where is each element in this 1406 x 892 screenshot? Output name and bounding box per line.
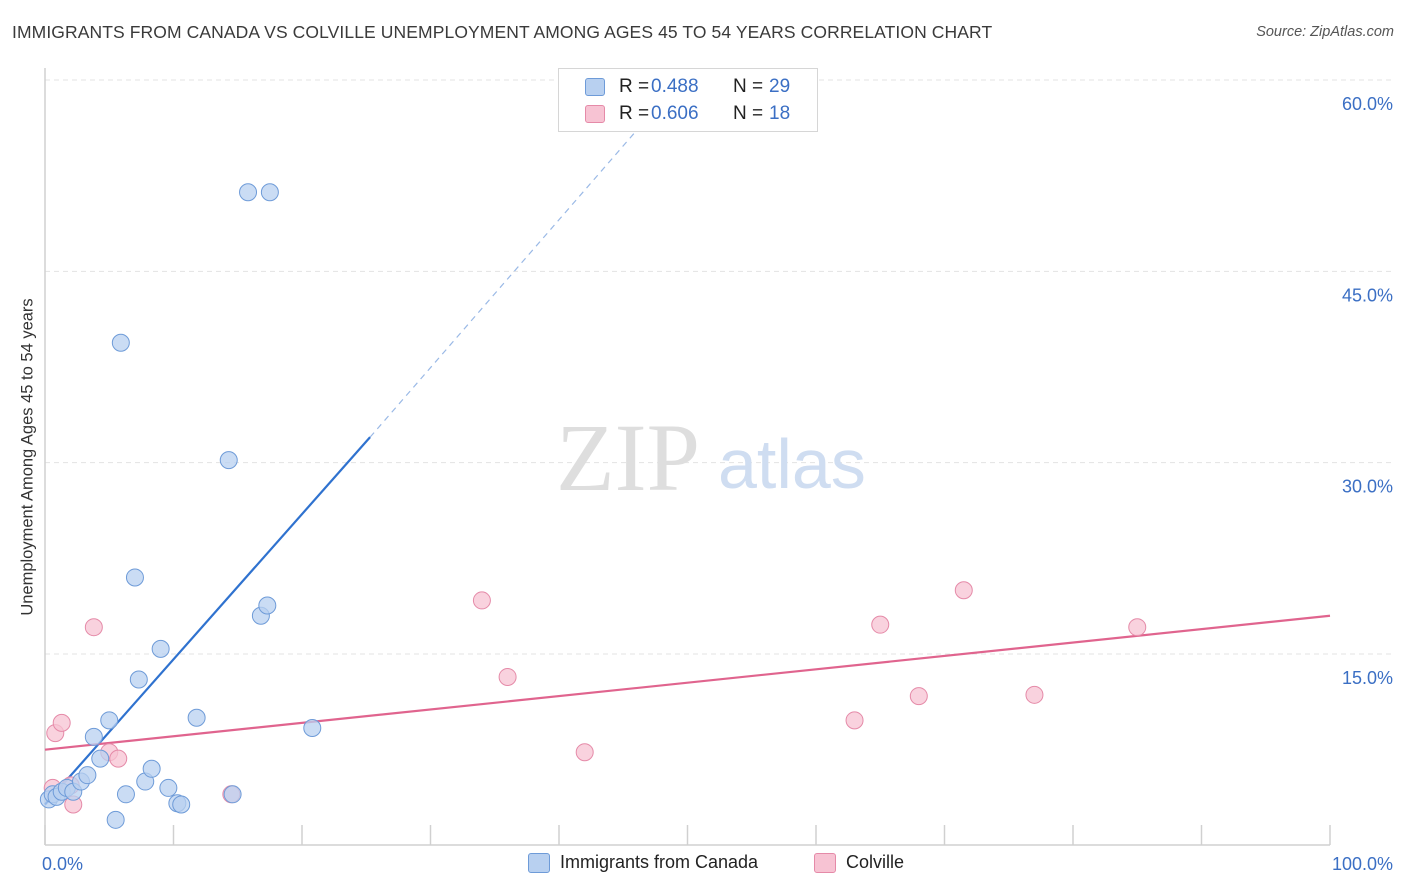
legend-row-canada: R = 0.488 N = 29 bbox=[585, 74, 790, 100]
point-colville bbox=[52, 713, 71, 732]
legend-r-label: R = bbox=[619, 76, 650, 97]
legend-label-colville: Colville bbox=[846, 852, 905, 872]
point-immigrants-from-canada bbox=[151, 639, 170, 658]
x-tick-label: 100.0% bbox=[1332, 854, 1393, 874]
point-immigrants-from-canada bbox=[219, 451, 238, 470]
legend-n-value: 29 bbox=[769, 76, 791, 97]
point-immigrants-from-canada bbox=[172, 795, 191, 814]
trend-line-extension bbox=[369, 130, 637, 438]
legend-item-colville: Colville bbox=[814, 852, 904, 873]
point-colville bbox=[498, 667, 517, 686]
point-colville bbox=[84, 618, 103, 637]
point-immigrants-from-canada bbox=[91, 749, 110, 768]
watermark-zip: ZIP bbox=[556, 404, 700, 511]
watermark-atlas: atlas bbox=[718, 425, 866, 503]
y-tick-label: 15.0% bbox=[1342, 668, 1393, 688]
point-immigrants-from-canada bbox=[258, 596, 277, 615]
point-colville bbox=[954, 581, 973, 600]
point-colville bbox=[109, 749, 128, 768]
point-immigrants-from-canada bbox=[116, 785, 135, 804]
y-tick-label: 60.0% bbox=[1342, 94, 1393, 114]
point-colville bbox=[871, 615, 890, 634]
legend-swatch-blue bbox=[528, 852, 550, 873]
gridlines bbox=[45, 79, 1393, 655]
correlation-legend: R = 0.488 N = 29 R = 0.606 N = 18 bbox=[558, 68, 818, 132]
legend-n-label: N = bbox=[733, 76, 764, 97]
point-immigrants-from-canada bbox=[111, 333, 130, 352]
point-colville bbox=[909, 687, 928, 706]
legend-r-value: 0.488 bbox=[651, 76, 699, 97]
legend-label-immigrants-from-canada: Immigrants from Canada bbox=[560, 852, 759, 872]
tick-labels: 15.0% 30.0% 45.0% 60.0% 0.0% 100.0% bbox=[42, 94, 1393, 874]
y-axis-label: Unemployment Among Ages 45 to 54 years bbox=[18, 298, 37, 616]
legend-swatch-blue bbox=[585, 78, 605, 96]
point-immigrants-from-canada bbox=[106, 810, 125, 829]
legend-swatch-pink bbox=[585, 105, 605, 123]
point-immigrants-from-canada bbox=[260, 183, 279, 202]
point-colville bbox=[575, 743, 594, 762]
chart-title: IMMIGRANTS FROM CANADA VS COLVILLE UNEMP… bbox=[12, 22, 993, 42]
legend-r-label: R = bbox=[619, 103, 650, 124]
point-colville bbox=[1025, 685, 1044, 704]
axes bbox=[44, 68, 1331, 846]
point-immigrants-from-canada bbox=[239, 183, 258, 202]
point-immigrants-from-canada bbox=[100, 711, 119, 730]
point-immigrants-from-canada bbox=[78, 766, 97, 785]
point-immigrants-from-canada bbox=[187, 708, 206, 727]
point-immigrants-from-canada bbox=[159, 778, 178, 797]
legend-item-immigrants-from-canada: Immigrants from Canada bbox=[528, 852, 758, 873]
data-points bbox=[39, 183, 1147, 829]
x-tick-label: 0.0% bbox=[42, 854, 83, 874]
point-immigrants-from-canada bbox=[84, 727, 103, 746]
legend-r-value: 0.606 bbox=[651, 103, 699, 124]
point-colville bbox=[845, 711, 864, 730]
point-immigrants-from-canada bbox=[142, 759, 161, 778]
point-immigrants-from-canada bbox=[125, 568, 144, 587]
legend-row-colville: R = 0.606 N = 18 bbox=[585, 101, 790, 127]
point-immigrants-from-canada bbox=[129, 670, 148, 689]
trend-line-colville bbox=[44, 614, 1331, 751]
point-immigrants-from-canada bbox=[303, 718, 322, 737]
legend-swatch-pink bbox=[814, 852, 836, 873]
legend-n-value: 18 bbox=[769, 103, 791, 124]
watermark: ZIP atlas bbox=[556, 404, 866, 511]
point-colville bbox=[1128, 618, 1147, 637]
source-label: Source: ZipAtlas.com bbox=[1256, 24, 1394, 40]
point-colville bbox=[472, 591, 491, 610]
legend-n-label: N = bbox=[733, 103, 764, 124]
series-legend: Immigrants from Canada Colville bbox=[0, 852, 1406, 878]
y-tick-label: 45.0% bbox=[1342, 285, 1393, 305]
point-immigrants-from-canada bbox=[223, 785, 242, 804]
y-tick-label: 30.0% bbox=[1342, 477, 1393, 497]
